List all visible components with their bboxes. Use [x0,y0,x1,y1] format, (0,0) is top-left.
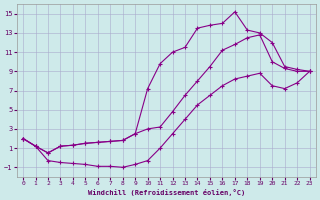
X-axis label: Windchill (Refroidissement éolien,°C): Windchill (Refroidissement éolien,°C) [88,189,245,196]
